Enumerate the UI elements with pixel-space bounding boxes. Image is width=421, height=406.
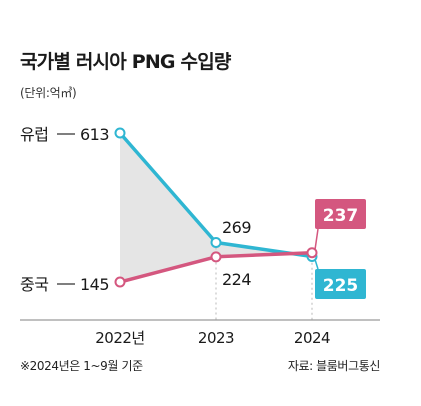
label-box-china-2024 bbox=[315, 199, 366, 229]
value-europe-2024: 225 bbox=[323, 276, 359, 296]
connector-china-2024 bbox=[314, 228, 319, 250]
gap-area bbox=[120, 133, 312, 282]
chart-title: 국가별 러시아 PNG 수입량 bbox=[20, 51, 232, 73]
value-europe-2023: 269 bbox=[222, 218, 251, 237]
value-europe-2022: 613 bbox=[80, 125, 109, 144]
value-china-2024: 237 bbox=[323, 206, 359, 226]
footnote: ※2024년은 1~9월 기준 bbox=[20, 359, 143, 373]
point-china-2022 bbox=[114, 276, 126, 288]
point-europe-2023 bbox=[210, 237, 222, 249]
legend-china-label: 중국 bbox=[20, 275, 48, 294]
x-tick-2023: 2023 bbox=[198, 329, 234, 347]
source-note: 자료: 블룸버그통신 bbox=[288, 359, 380, 373]
legend-europe-label: 유럽 bbox=[20, 125, 48, 144]
point-china-2023 bbox=[210, 251, 222, 263]
connector-europe-2024 bbox=[314, 259, 319, 270]
x-tick-2022: 2022년 bbox=[95, 329, 144, 347]
value-china-2023: 224 bbox=[222, 270, 251, 289]
label-box-europe-2024 bbox=[315, 269, 366, 299]
value-china-2022: 145 bbox=[80, 275, 109, 294]
point-china-2024 bbox=[306, 247, 318, 259]
x-tick-2024: 2024 bbox=[294, 329, 330, 347]
point-europe-2022 bbox=[114, 127, 126, 139]
chart-unit: (단위:억㎥) bbox=[20, 86, 76, 100]
